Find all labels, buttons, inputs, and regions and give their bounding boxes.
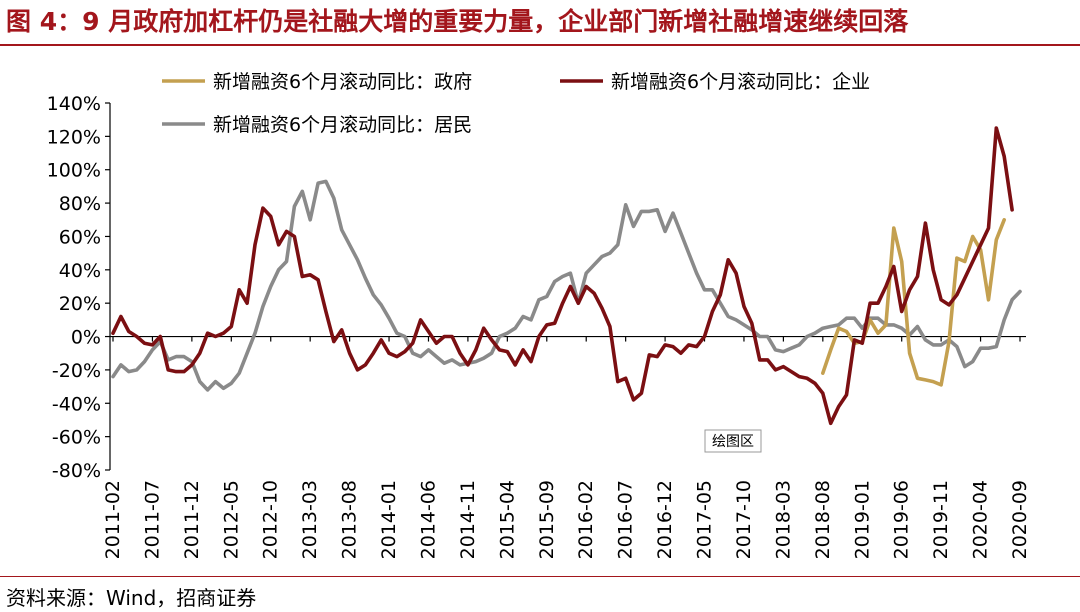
- x-tick-label: 2016-07: [615, 480, 637, 559]
- x-tick-label: 2013-03: [299, 480, 321, 559]
- y-tick-label: 60%: [59, 226, 101, 248]
- x-tick-label: 2017-05: [694, 480, 716, 559]
- x-tick-label: 2013-08: [339, 480, 361, 559]
- x-tick-label: 2017-10: [733, 480, 755, 559]
- x-tick-label: 2020-09: [1009, 480, 1031, 559]
- plot-area-label-text: 绘图区: [712, 434, 754, 450]
- x-tick-label: 2012-10: [260, 480, 282, 559]
- x-tick-label: 2020-04: [970, 480, 992, 559]
- legend-label: 新增融资6个月滚动同比：政府: [213, 71, 472, 93]
- x-tick-label: 2014-06: [417, 480, 439, 559]
- x-tick-label: 2018-08: [812, 480, 834, 559]
- source-divider: [0, 576, 1080, 577]
- legend-label: 新增融资6个月滚动同比：居民: [213, 114, 472, 136]
- x-tick-label: 2019-06: [891, 480, 913, 559]
- legend-label: 新增融资6个月滚动同比：企业: [611, 71, 870, 93]
- x-tick-label: 2018-03: [772, 480, 794, 559]
- legend-item-household: 新增融资6个月滚动同比：居民: [162, 114, 472, 136]
- y-tick-label: -80%: [52, 460, 101, 482]
- series-layer: [111, 126, 1022, 426]
- x-tick-label: 2011-07: [141, 480, 163, 559]
- y-tick-label: 140%: [47, 93, 101, 115]
- x-tick-label: 2014-11: [457, 480, 479, 559]
- y-axis-ticks: -80% -60% -40% -20% 0% 20% 40% 60% 80% 100% 120% 14…: [47, 93, 110, 482]
- plot-area-label-box: [704, 429, 762, 453]
- y-tick-label: 120%: [47, 126, 101, 148]
- y-tick-label: -60%: [52, 427, 101, 449]
- x-tick-label: 2012-05: [220, 480, 242, 559]
- source-note: 资料来源：Wind，招商证券: [6, 586, 257, 610]
- y-tick-label: 100%: [47, 160, 101, 182]
- plot-area-label: 绘图区: [704, 429, 762, 453]
- y-tick-label: 0%: [71, 327, 101, 349]
- legend-item-government: 新增融资6个月滚动同比：政府: [162, 71, 472, 93]
- x-tick-label: 2016-12: [654, 480, 676, 559]
- x-axis-ticks: 2011-02 2011-07 2011-12 2012-05 2012-10 2013-…: [102, 336, 1031, 559]
- x-tick-label: 2015-04: [496, 480, 518, 559]
- x-tick-label: 2019-11: [930, 480, 952, 559]
- chart-title: 图 4：9 月政府加杠杆仍是社融大增的重要力量，企业部门新增社融增速继续回落: [6, 7, 909, 36]
- line-chart: -80% -60% -40% -20% 0% 20% 40% 60% 80% 100% 120% 14…: [47, 71, 1031, 559]
- x-tick-label: 2011-02: [102, 480, 124, 559]
- x-tick-label: 2015-09: [536, 480, 558, 559]
- title-divider: [0, 44, 1080, 46]
- y-tick-label: 80%: [59, 193, 101, 215]
- x-tick-label: 2016-02: [575, 480, 597, 559]
- x-tick-label: 2011-12: [181, 480, 203, 559]
- series-line-corporate: [111, 126, 1014, 426]
- y-tick-label: -40%: [52, 393, 101, 415]
- y-tick-label: 20%: [59, 293, 101, 315]
- y-tick-label: -20%: [52, 360, 101, 382]
- y-tick-label: 40%: [59, 260, 101, 282]
- legend: 新增融资6个月滚动同比：政府 新增融资6个月滚动同比：企业新增融资6个月滚动同比：…: [162, 71, 870, 136]
- x-tick-label: 2019-01: [851, 480, 873, 559]
- legend-item-corporate: 新增融资6个月滚动同比：企业: [560, 71, 870, 93]
- x-tick-label: 2014-01: [378, 480, 400, 559]
